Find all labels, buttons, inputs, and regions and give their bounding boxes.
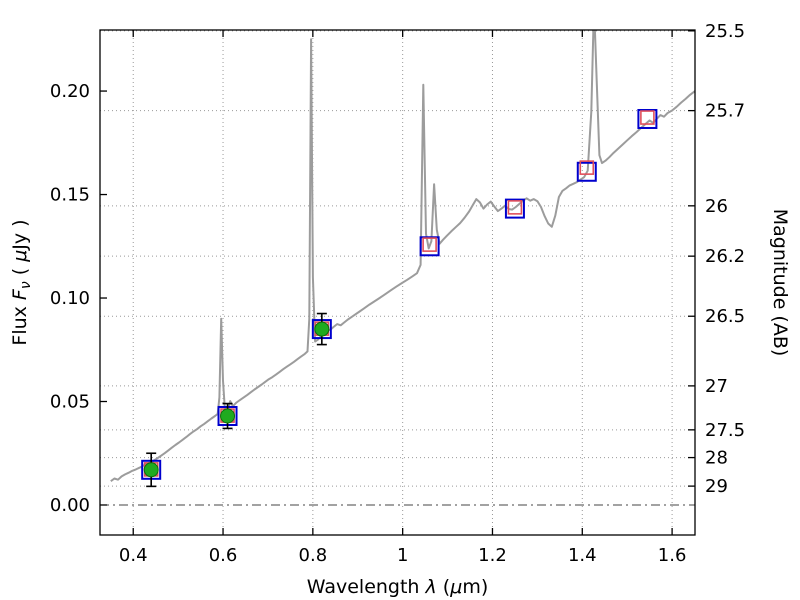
x-axis-label: Wavelength λ (μm)	[307, 576, 488, 598]
observed-photometry-marker	[220, 408, 236, 424]
tick-labels: 0.4 0.6 0.8 1 1.2 1.4 1.6 0.00 0.05 0.10 0.15 0.20 2…	[50, 21, 745, 566]
flux-tick-label: 0.00	[50, 495, 90, 516]
axis-ticks	[100, 30, 695, 535]
magnitude-axis-label: Magnitude (AB)	[769, 209, 791, 357]
x-tick-label: 1.2	[478, 545, 507, 566]
flux-tick-label: 0.05	[50, 392, 90, 413]
magnitude-tick-label: 25.7	[705, 101, 745, 122]
magnitude-tick-label: 27	[705, 376, 728, 397]
model-photometry-marker	[507, 200, 523, 215]
magnitude-tick-label: 28	[705, 448, 728, 469]
x-tick-label: 0.6	[209, 545, 238, 566]
synthetic-photometry-marker	[576, 161, 597, 182]
magnitude-tick-label: 27.5	[705, 420, 745, 441]
x-tick-label: 0.8	[299, 545, 328, 566]
synthetic-photometry-marker	[504, 198, 525, 219]
model-photometry-marker	[640, 110, 655, 125]
x-tick-label: 1	[397, 545, 408, 566]
flux-tick-label: 0.15	[50, 185, 90, 206]
x-tick-label: 1.4	[568, 545, 597, 566]
magnitude-tick-label: 26	[705, 196, 728, 217]
model-photometry-marker	[579, 160, 595, 175]
magnitude-tick-label: 29	[705, 476, 728, 497]
model-photometry-marker	[422, 237, 437, 252]
x-tick-label: 1.6	[658, 545, 687, 566]
synthetic-photometry-marker	[419, 236, 440, 257]
flux-axis-label: Flux Fν ( μJy )	[9, 219, 34, 345]
magnitude-tick-label: 26.5	[705, 306, 745, 327]
flux-tick-label: 0.10	[50, 288, 90, 309]
observed-photometry-marker	[143, 462, 159, 478]
axes-frame	[99, 29, 696, 536]
synthetic-photometry-marker	[637, 108, 658, 129]
observed-photometry-marker	[314, 321, 330, 337]
flux-tick-label: 0.20	[50, 81, 90, 102]
x-tick-label: 0.4	[119, 545, 148, 566]
axis-labels: Wavelength λ (μm) Flux Fν ( μJy ) Magnitud…	[9, 209, 791, 598]
observed-photometry-points	[143, 312, 330, 488]
magnitude-tick-label: 26.2	[705, 246, 745, 267]
magnitude-tick-label: 25.5	[705, 21, 745, 42]
